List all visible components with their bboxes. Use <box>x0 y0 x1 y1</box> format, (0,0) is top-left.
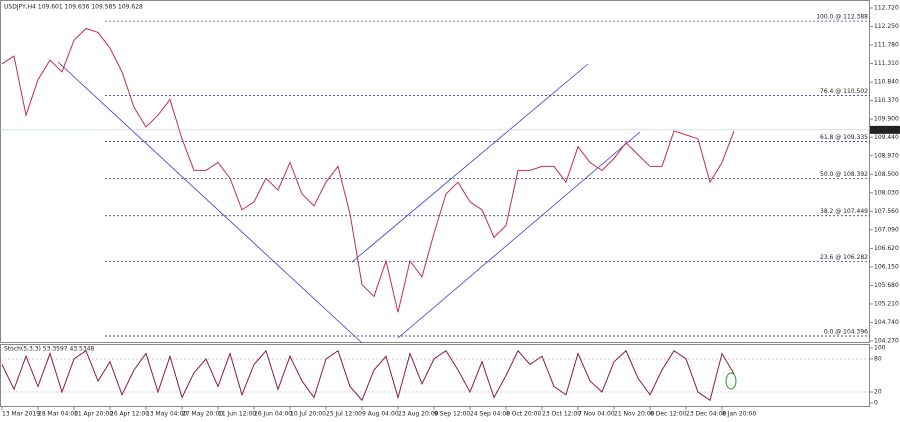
y-tick-label: 106.620 <box>874 245 899 252</box>
trendline <box>57 61 363 344</box>
x-tick-label: 11 Jun 12:00 <box>218 411 256 418</box>
y-tick-label: 109.440 <box>874 134 899 141</box>
y-tick-label: 111.310 <box>874 60 899 67</box>
stoch-y-tick-label: 0 <box>874 400 878 407</box>
fib-label: 0.0 @ 104.396 <box>824 329 868 336</box>
y-tick-label: 110.840 <box>874 79 899 86</box>
x-tick-label: 7 Nov 04:00 <box>578 411 615 418</box>
y-tick-label: 108.970 <box>874 152 899 159</box>
x-tick-label: 24 Sep 04:00 <box>470 411 510 418</box>
y-tick-label: 112.720 <box>874 5 899 12</box>
stoch-panel <box>0 344 870 407</box>
y-tick-label: 110.370 <box>874 97 899 104</box>
x-tick-label: 6 Dec 12:00 <box>650 411 687 418</box>
fib-label: 50.0 @ 108.392 <box>820 171 868 178</box>
x-tick-label: 11 Apr 20:00 <box>74 411 113 418</box>
x-tick-label: 13 May 04:00 <box>146 411 187 418</box>
price-panel <box>0 0 870 343</box>
y-tick-label: 112.250 <box>874 23 899 30</box>
y-tick-label: 105.680 <box>874 282 899 289</box>
price-line <box>1 27 735 313</box>
x-tick-label: 28 Mar 04:00 <box>38 411 78 418</box>
y-tick-label: 104.740 <box>874 319 899 326</box>
x-tick-label: 21 Nov 20:00 <box>614 411 655 418</box>
current-price-box <box>870 125 900 134</box>
x-tick-label: 26 Apr 12:00 <box>110 411 149 418</box>
x-tick-label: 8 Jan 20:00 <box>722 411 756 418</box>
y-tick-label: 107.090 <box>874 226 899 233</box>
chart-title: USDJPY,H4 109.601 109.636 109.585 109.62… <box>4 4 143 11</box>
x-tick-label: 23 Oct 12:00 <box>542 411 581 418</box>
y-tick-label: 107.560 <box>874 208 899 215</box>
y-tick-label: 108.030 <box>874 189 899 196</box>
highlight-circle <box>725 372 737 390</box>
stoch-y-tick-label: 100 <box>874 345 886 352</box>
x-tick-label: 23 Aug 20:00 <box>398 411 439 418</box>
x-tick-label: 13 Mar 2019 <box>2 411 40 418</box>
trendlines <box>57 61 641 344</box>
y-tick-label: 111.780 <box>874 42 899 49</box>
stoch-title: Stoch(5,3,3) 53.3597 43.5348 <box>4 346 95 353</box>
fib-label: 76.4 @ 110.502 <box>820 88 868 95</box>
y-tick-label: 105.210 <box>874 300 899 307</box>
y-tick-label: 108.500 <box>874 171 899 178</box>
x-tick-label: 26 Jun 04:00 <box>254 411 292 418</box>
fib-label: 23.6 @ 106.282 <box>820 254 868 261</box>
x-tick-label: 8 Oct 20:00 <box>506 411 541 418</box>
x-tick-label: 10 Jul 20:00 <box>290 411 326 418</box>
fib-label: 100.0 @ 112.388 <box>816 14 868 21</box>
channel-lower <box>397 131 641 339</box>
x-tick-label: 27 May 20:00 <box>182 411 223 418</box>
current-price-label: 109.628 <box>872 126 897 133</box>
x-tick-label: 9 Sep 12:00 <box>434 411 470 418</box>
stoch-y-tick-label: 80 <box>874 356 882 363</box>
fib-label: 61.8 @ 109.335 <box>820 134 868 141</box>
x-tick-label: 23 Dec 04:00 <box>686 411 727 418</box>
stoch-y-tick-label: 20 <box>874 389 882 396</box>
x-tick-label: 9 Aug 04:00 <box>362 411 399 418</box>
x-tick-label: 25 Jul 12:00 <box>326 411 362 418</box>
stoch-line <box>1 349 735 402</box>
y-tick-label: 109.900 <box>874 116 899 123</box>
y-tick-label: 104.270 <box>874 338 899 345</box>
channel-upper <box>351 63 589 263</box>
fib-label: 38.2 @ 107.449 <box>820 208 868 215</box>
y-tick-label: 106.150 <box>874 263 899 270</box>
